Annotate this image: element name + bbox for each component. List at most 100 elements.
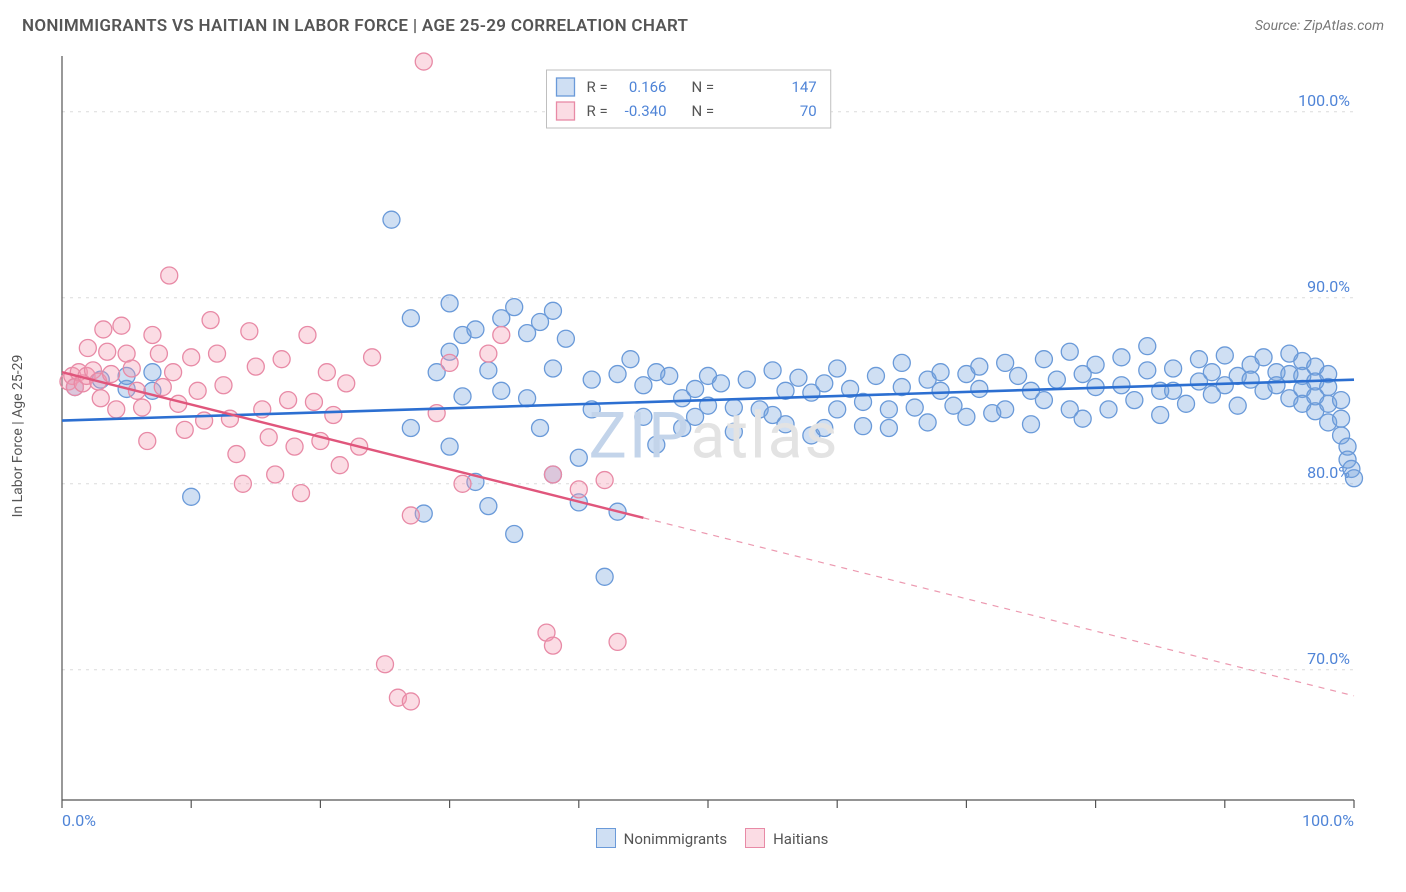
legend-r-value: 0.166 xyxy=(629,78,667,96)
point-nonimmigrants xyxy=(1048,371,1065,388)
bottom-legend: Nonimmigrants Haitians xyxy=(0,828,1406,848)
regression-extrapolation-haitians xyxy=(643,518,1354,696)
point-haitians xyxy=(286,438,303,455)
point-nonimmigrants xyxy=(506,526,523,543)
legend-r-label: R = xyxy=(587,102,608,120)
point-nonimmigrants xyxy=(467,321,484,338)
point-haitians xyxy=(441,354,458,371)
point-haitians xyxy=(176,421,193,438)
point-nonimmigrants xyxy=(1100,401,1117,418)
point-haitians xyxy=(338,375,355,392)
legend-label: Nonimmigrants xyxy=(624,830,727,848)
point-nonimmigrants xyxy=(557,330,574,347)
point-nonimmigrants xyxy=(519,390,536,407)
point-nonimmigrants xyxy=(144,364,161,381)
point-nonimmigrants xyxy=(725,399,742,416)
point-nonimmigrants xyxy=(880,401,897,418)
point-nonimmigrants xyxy=(932,382,949,399)
point-nonimmigrants xyxy=(867,367,884,384)
legend-n-label: N = xyxy=(692,78,715,96)
point-nonimmigrants xyxy=(790,369,807,386)
point-nonimmigrants xyxy=(648,436,665,453)
point-nonimmigrants xyxy=(997,401,1014,418)
point-haitians xyxy=(364,349,381,366)
point-nonimmigrants xyxy=(906,399,923,416)
point-haitians xyxy=(150,345,167,362)
chart-source: Source: ZipAtlas.com xyxy=(1255,18,1384,34)
point-haitians xyxy=(377,656,394,673)
point-haitians xyxy=(596,472,613,489)
point-nonimmigrants xyxy=(544,360,561,377)
point-nonimmigrants xyxy=(777,416,794,433)
point-nonimmigrants xyxy=(816,420,833,437)
point-nonimmigrants xyxy=(687,380,704,397)
point-nonimmigrants xyxy=(1074,410,1091,427)
point-haitians xyxy=(189,382,206,399)
point-nonimmigrants xyxy=(764,362,781,379)
point-haitians xyxy=(260,429,277,446)
point-nonimmigrants xyxy=(183,488,200,505)
point-haitians xyxy=(273,351,290,368)
point-nonimmigrants xyxy=(1139,338,1156,355)
point-nonimmigrants xyxy=(661,367,678,384)
point-nonimmigrants xyxy=(997,354,1014,371)
point-nonimmigrants xyxy=(932,364,949,381)
point-haitians xyxy=(108,401,125,418)
point-nonimmigrants xyxy=(1126,392,1143,409)
point-nonimmigrants xyxy=(1333,392,1350,409)
point-nonimmigrants xyxy=(1255,349,1272,366)
point-haitians xyxy=(183,349,200,366)
point-haitians xyxy=(92,390,109,407)
point-haitians xyxy=(454,475,471,492)
point-nonimmigrants xyxy=(1139,362,1156,379)
legend-r-label: R = xyxy=(587,78,608,96)
point-nonimmigrants xyxy=(583,371,600,388)
point-haitians xyxy=(228,446,245,463)
point-nonimmigrants xyxy=(1152,406,1169,423)
point-haitians xyxy=(113,317,130,334)
point-nonimmigrants xyxy=(738,371,755,388)
point-nonimmigrants xyxy=(383,211,400,228)
point-nonimmigrants xyxy=(1061,343,1078,360)
point-nonimmigrants xyxy=(971,380,988,397)
point-nonimmigrants xyxy=(532,420,549,437)
point-haitians xyxy=(154,379,171,396)
point-nonimmigrants xyxy=(480,362,497,379)
chart-area: In Labor Force | Age 25-29 70.0%80.0%90.… xyxy=(48,46,1380,826)
chart-title: NONIMMIGRANTS VS HAITIAN IN LABOR FORCE … xyxy=(22,16,688,36)
point-haitians xyxy=(415,53,432,70)
point-haitians xyxy=(161,267,178,284)
point-nonimmigrants xyxy=(958,408,975,425)
point-nonimmigrants xyxy=(570,449,587,466)
point-nonimmigrants xyxy=(919,414,936,431)
point-haitians xyxy=(402,507,419,524)
legend-swatch xyxy=(557,78,575,96)
y-tick-label: 90.0% xyxy=(1307,277,1350,296)
point-haitians xyxy=(305,393,322,410)
point-nonimmigrants xyxy=(880,420,897,437)
point-nonimmigrants xyxy=(1113,377,1130,394)
point-nonimmigrants xyxy=(725,423,742,440)
y-axis-label: In Labor Force | Age 25-29 xyxy=(10,355,26,518)
point-nonimmigrants xyxy=(402,310,419,327)
point-haitians xyxy=(428,405,445,422)
point-nonimmigrants xyxy=(1346,470,1363,487)
point-nonimmigrants xyxy=(971,358,988,375)
point-haitians xyxy=(134,399,151,416)
legend-n-value: 70 xyxy=(800,102,817,120)
point-haitians xyxy=(103,366,120,383)
legend-label: Haitians xyxy=(773,830,828,848)
legend-swatch xyxy=(557,102,575,120)
point-nonimmigrants xyxy=(1190,351,1207,368)
point-haitians xyxy=(318,364,335,381)
point-nonimmigrants xyxy=(893,354,910,371)
point-nonimmigrants xyxy=(506,299,523,316)
point-haitians xyxy=(209,345,226,362)
point-nonimmigrants xyxy=(1087,356,1104,373)
point-haitians xyxy=(280,392,297,409)
point-haitians xyxy=(123,360,140,377)
point-haitians xyxy=(544,466,561,483)
point-haitians xyxy=(95,321,112,338)
point-nonimmigrants xyxy=(1023,416,1040,433)
point-nonimmigrants xyxy=(596,568,613,585)
